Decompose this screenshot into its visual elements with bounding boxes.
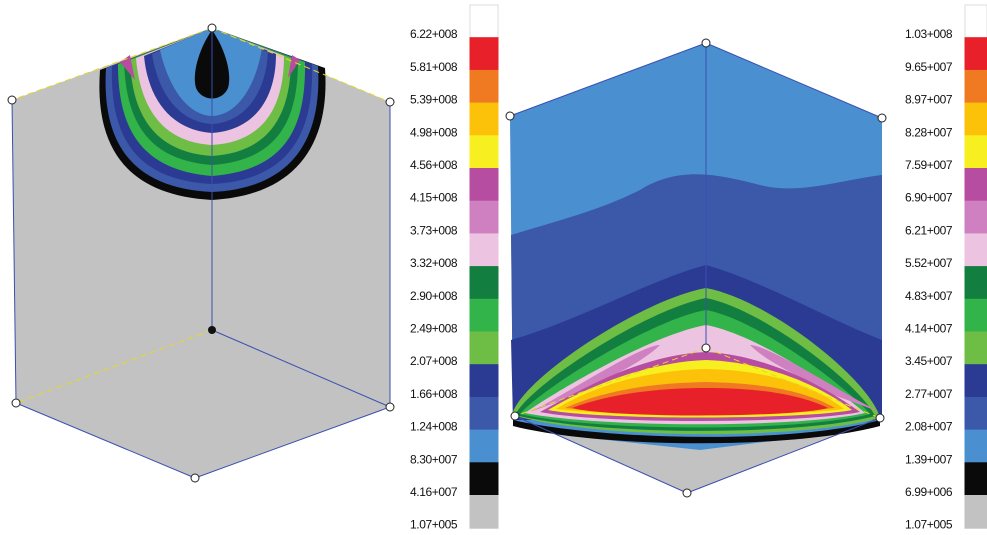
right-model — [505, 38, 887, 498]
legend-swatch — [964, 495, 987, 529]
legend-swatch — [964, 37, 987, 71]
legend-swatch — [469, 298, 499, 333]
legend-swatch — [964, 364, 987, 398]
legend-label: 2.77+007 — [905, 387, 953, 401]
legend-swatch — [964, 462, 987, 496]
legend-swatch — [964, 102, 987, 137]
legend-label: 6.21+007 — [905, 223, 953, 237]
legend-label: 1.03+008 — [905, 27, 953, 41]
legend-swatch — [964, 200, 987, 235]
legend-label: 9.65+007 — [905, 60, 953, 74]
legend-swatch — [964, 233, 987, 268]
legend-swatch — [469, 102, 499, 137]
legend-swatch — [964, 4, 987, 39]
legend-swatch — [469, 168, 499, 202]
legend-label: 2.49+008 — [410, 321, 458, 335]
legend-label: 4.56+008 — [410, 158, 458, 172]
legend-swatch — [964, 331, 987, 366]
legend-swatch — [469, 200, 499, 235]
legend-label: 5.39+008 — [410, 93, 458, 107]
legend-label: 6.22+008 — [410, 27, 458, 41]
legend-swatch — [964, 266, 987, 300]
legend-swatch — [469, 429, 499, 464]
legend-swatch — [469, 396, 499, 431]
legend-swatch — [469, 4, 499, 39]
legend-label: 7.59+007 — [905, 158, 953, 172]
legend-label: 4.16+007 — [410, 485, 458, 499]
legend-swatch — [964, 168, 987, 202]
legend-label: 3.73+008 — [410, 223, 458, 237]
legend-swatch — [469, 462, 499, 496]
legend-label: 4.98+008 — [410, 125, 458, 139]
legend-swatch — [469, 364, 499, 398]
legend-swatch — [964, 298, 987, 333]
legend-label: 8.97+007 — [905, 93, 953, 107]
legend-swatch — [469, 233, 499, 268]
legend-label: 2.07+008 — [410, 354, 458, 368]
legend-label: 8.30+007 — [410, 452, 458, 466]
legend-label: 2.90+008 — [410, 289, 458, 303]
legend-label: 1.24+008 — [410, 420, 458, 434]
legend-label: 4.14+007 — [905, 321, 953, 335]
legend-label: 1.66+008 — [410, 387, 458, 401]
legend-label: 4.15+008 — [410, 191, 458, 205]
legend-swatch — [469, 495, 499, 529]
legend-label: 1.07+005 — [905, 518, 953, 532]
legend-label: 3.45+007 — [905, 354, 953, 368]
legend-label: 4.83+007 — [905, 289, 953, 303]
left-model — [7, 23, 395, 483]
legend-label: 1.39+007 — [905, 452, 953, 466]
legend-swatch — [469, 266, 499, 300]
legend-label: 1.07+005 — [410, 518, 458, 532]
legend-swatch — [469, 69, 499, 104]
legend-label: 5.81+008 — [410, 60, 458, 74]
legend-swatch — [964, 396, 987, 431]
legend-label: 6.90+007 — [905, 191, 953, 205]
legend-swatch — [469, 331, 499, 366]
legend-swatch — [469, 37, 499, 71]
legend-swatch — [964, 135, 987, 170]
legend-swatch — [964, 429, 987, 464]
legend-label: 2.08+007 — [905, 420, 953, 434]
legend-label: 3.32+008 — [410, 256, 458, 270]
legend-swatch — [469, 135, 499, 170]
legend-label: 5.52+007 — [905, 256, 953, 270]
legend-label: 8.28+007 — [905, 125, 953, 139]
legend-label: 6.99+006 — [905, 485, 953, 499]
legend-swatch — [964, 69, 987, 104]
